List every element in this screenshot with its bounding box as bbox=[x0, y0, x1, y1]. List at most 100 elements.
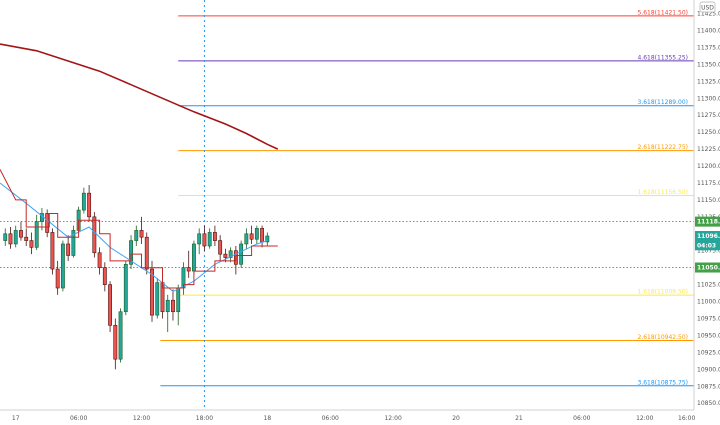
price-badge: 11050.25 bbox=[695, 262, 720, 273]
fib-level-label: 1.618(11009.50) bbox=[638, 289, 689, 296]
currency-badge[interactable]: USD bbox=[699, 1, 716, 13]
candle bbox=[218, 235, 223, 261]
fib-level-label: 3.618(10875.75) bbox=[638, 379, 689, 386]
price-tick-label: 11150.00 bbox=[697, 197, 720, 204]
candle-body bbox=[129, 240, 133, 265]
candle bbox=[223, 248, 228, 263]
time-tick-label: 16:00 bbox=[678, 415, 695, 422]
candle bbox=[129, 235, 133, 270]
candle-body bbox=[150, 268, 154, 316]
time-tick-label: 12:00 bbox=[636, 415, 653, 422]
trailing-stop-line-path bbox=[0, 169, 278, 289]
candle-body bbox=[13, 230, 18, 245]
price-tick-label: 11400.00 bbox=[697, 27, 720, 34]
time-tick-label: 12:00 bbox=[384, 415, 401, 422]
candle-body bbox=[202, 233, 207, 247]
candle-body bbox=[19, 230, 23, 238]
candle bbox=[186, 250, 191, 278]
price-tick-label: 11325.00 bbox=[697, 78, 720, 85]
candle bbox=[87, 185, 92, 222]
candle-body bbox=[228, 250, 233, 258]
candle-body bbox=[139, 230, 144, 238]
candle bbox=[8, 227, 13, 249]
price-tick-label: 10900.00 bbox=[697, 366, 720, 373]
candle-body bbox=[244, 233, 249, 245]
candle bbox=[102, 262, 107, 292]
candle-body bbox=[218, 240, 223, 255]
candle bbox=[3, 228, 8, 246]
candle bbox=[139, 216, 144, 244]
candle-body bbox=[265, 235, 270, 243]
time-tick-label: 18 bbox=[264, 415, 272, 422]
candle bbox=[29, 232, 34, 255]
candle-body bbox=[176, 287, 181, 313]
price-badge-label: 11050.25 bbox=[697, 265, 720, 272]
candle-body bbox=[155, 282, 160, 316]
price-tick-label: 10925.00 bbox=[697, 349, 720, 356]
candle bbox=[19, 221, 23, 241]
candle bbox=[254, 225, 259, 244]
candle-body bbox=[81, 192, 86, 211]
candle bbox=[24, 228, 29, 246]
candle-body bbox=[60, 243, 65, 289]
price-tick-label: 10875.00 bbox=[697, 383, 720, 390]
fib-level-label: 5.618(11421.50) bbox=[638, 9, 689, 16]
time-tick-label: 21 bbox=[515, 415, 523, 422]
candle bbox=[202, 225, 207, 251]
candle-body bbox=[45, 213, 50, 233]
candle bbox=[171, 289, 175, 321]
candle-body bbox=[113, 324, 118, 360]
price-tick-label: 11250.00 bbox=[697, 129, 720, 136]
price-tick-label: 10950.00 bbox=[697, 332, 720, 339]
price-tick-label: 11425.00 bbox=[697, 11, 720, 18]
price-tick-label: 10850.00 bbox=[697, 400, 720, 407]
long-moving-average-line bbox=[0, 43, 279, 150]
long-moving-average bbox=[0, 43, 279, 150]
candle bbox=[155, 277, 160, 319]
candle bbox=[60, 240, 65, 292]
candle bbox=[150, 260, 154, 322]
price-axis-background bbox=[694, 0, 720, 425]
candle-body bbox=[207, 232, 212, 247]
candle bbox=[134, 225, 139, 246]
fib-level-label: 4.618(11355.25) bbox=[638, 54, 689, 61]
price-tick-label: 11275.00 bbox=[697, 112, 720, 119]
candle bbox=[50, 228, 55, 275]
candle-body bbox=[165, 299, 170, 313]
candle bbox=[34, 214, 39, 251]
candle-body bbox=[66, 243, 71, 256]
candle bbox=[66, 235, 71, 261]
time-tick-label: 12:00 bbox=[133, 415, 150, 422]
candle-body bbox=[144, 236, 149, 270]
candle-body bbox=[123, 263, 128, 313]
candle-body bbox=[8, 233, 13, 245]
candle bbox=[97, 247, 102, 275]
candle bbox=[265, 232, 270, 246]
time-tick-label: 06:00 bbox=[70, 415, 87, 422]
price-badge-box bbox=[695, 231, 720, 242]
candle-body bbox=[118, 311, 123, 360]
candle bbox=[123, 260, 128, 316]
candle bbox=[81, 187, 86, 214]
fib-level-label: 3.618(11289.00) bbox=[638, 99, 689, 106]
price-badge-label: 04:03 bbox=[697, 242, 716, 249]
candle-body bbox=[239, 243, 244, 265]
candle-body bbox=[55, 268, 60, 289]
candle-body bbox=[50, 232, 55, 270]
candle bbox=[244, 228, 249, 249]
price-tick-label: 11175.00 bbox=[697, 180, 720, 187]
fib-level-label: 1.618(11156.50) bbox=[638, 189, 689, 196]
price-tick-label: 11300.00 bbox=[697, 95, 720, 102]
candle-body bbox=[92, 216, 97, 254]
candlesticks bbox=[3, 185, 270, 370]
candle bbox=[192, 240, 196, 275]
price-tick-label: 11225.00 bbox=[697, 146, 720, 153]
price-badge: 11118.00 bbox=[695, 216, 720, 227]
time-tick-label: 06:00 bbox=[322, 415, 339, 422]
candle bbox=[113, 318, 118, 370]
candle-body bbox=[249, 233, 254, 240]
candle bbox=[108, 281, 113, 333]
candle-body bbox=[171, 299, 175, 313]
candle-body bbox=[34, 221, 39, 248]
